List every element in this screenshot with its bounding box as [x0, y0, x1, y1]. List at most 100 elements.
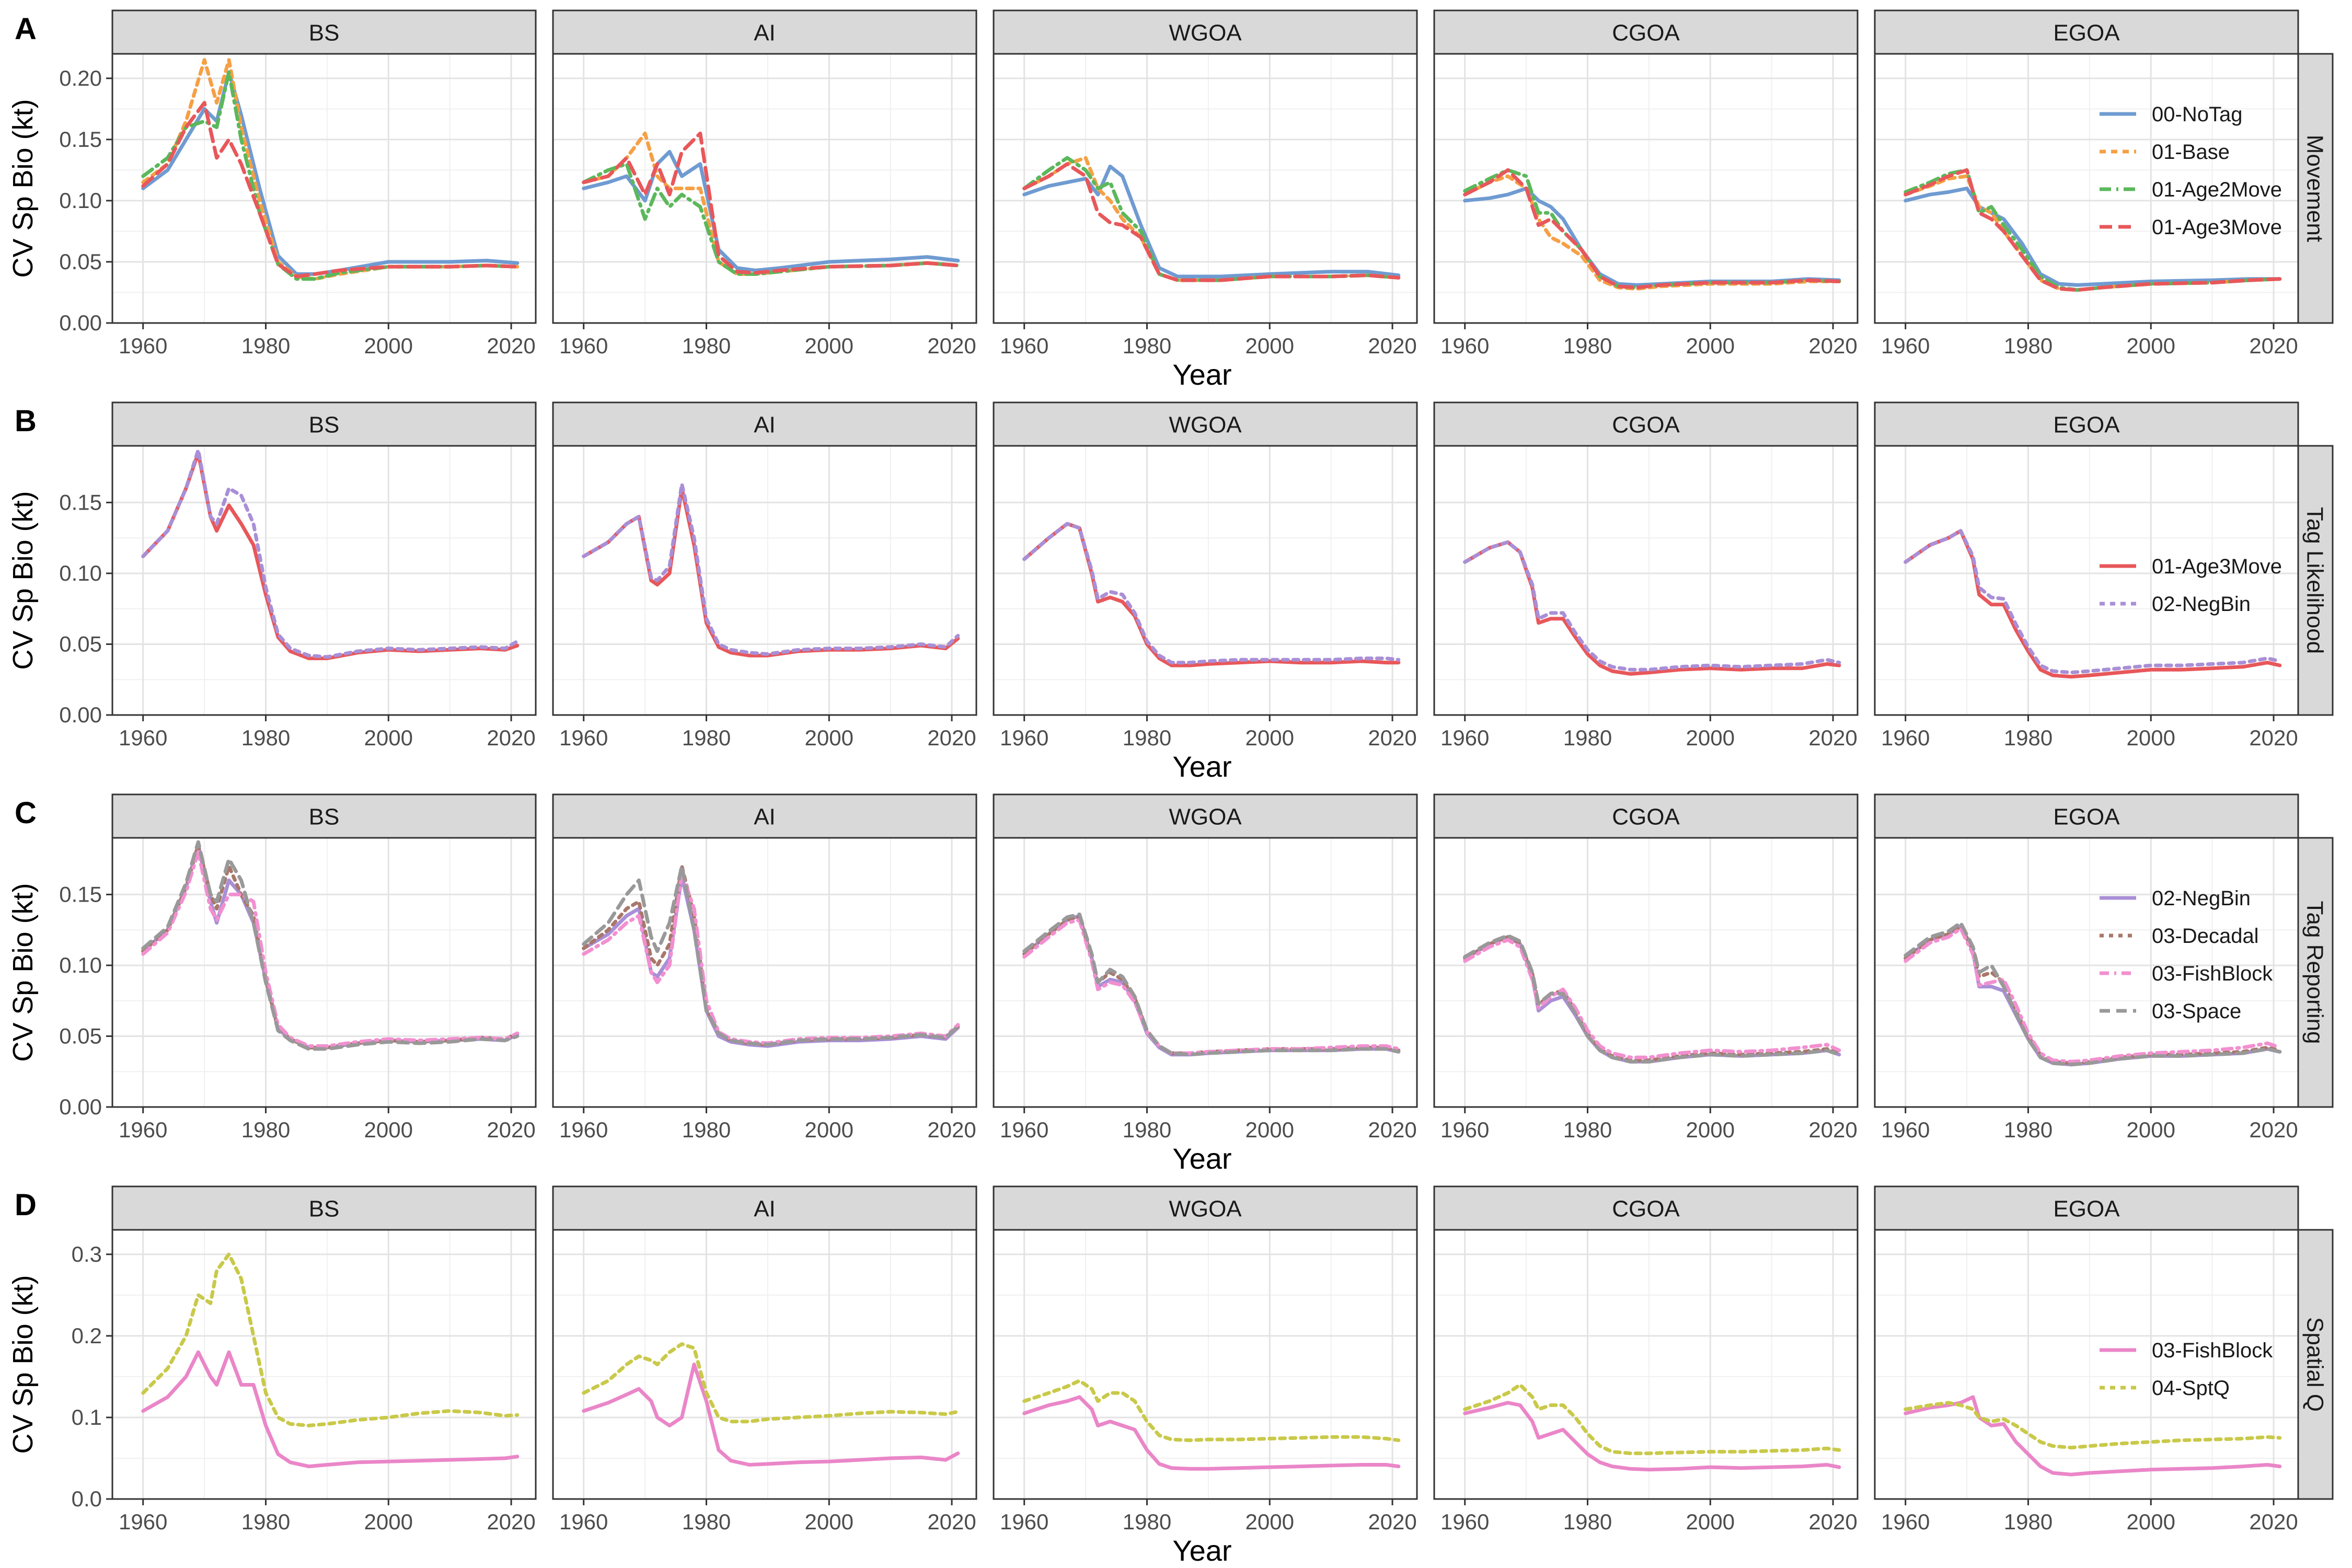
x-tick-label: 2000: [1246, 1509, 1294, 1534]
x-tick-label: 2020: [1368, 725, 1416, 750]
facet-strip-label: BS: [309, 1196, 340, 1222]
series-line-03-space: [582, 864, 960, 1047]
facet-ai: AI 1960 1980 2000 2020: [552, 1185, 977, 1534]
y-tick-label: 0.15: [59, 490, 102, 514]
legend-label: 03-Space: [2152, 1000, 2241, 1023]
legend-label: 04-SptQ: [2152, 1377, 2230, 1400]
facet-egoa: EGOA 1960 1980 2000 2020 01-Age3Move 02-NegBin: [1874, 401, 2299, 750]
x-tick-label: 1980: [2004, 333, 2053, 358]
facet-wgoa: WGOA 1960 1980 2000 2020: [993, 1185, 1418, 1534]
legend-label: 03-FishBlock: [2152, 1339, 2273, 1362]
y-tick-label: 0.05: [59, 249, 102, 274]
plot-border: [1433, 1229, 1859, 1500]
x-tick-label: 1980: [1563, 725, 1612, 750]
y-tick-label: 0.15: [59, 882, 102, 906]
x-tick-label: 2000: [1686, 1117, 1735, 1142]
facet-strip: [552, 401, 977, 447]
plot-background: [1434, 446, 1858, 715]
plot-border: [111, 53, 537, 324]
facet-strip-label: AI: [754, 412, 776, 438]
x-tick-label: 2020: [1368, 333, 1416, 358]
facet-strip: [993, 1185, 1418, 1231]
series-line-04-sptq: [1904, 1401, 2282, 1450]
plot-background: [994, 446, 1417, 715]
x-tick-label: 1980: [682, 725, 731, 750]
y-tick-label: 0.10: [59, 561, 102, 585]
series-line-03-fishblock: [1463, 1401, 1841, 1472]
legend: 03-FishBlock 04-SptQ: [2100, 1339, 2273, 1400]
facet-strip-label: BS: [309, 412, 340, 438]
panel-b: B CV Sp Bio (kt) BS 1960 1980 2000 2020 0.00 0.0…: [7, 401, 2334, 783]
x-tick-label: 1960: [559, 725, 608, 750]
series-line-03-fishblock: [1904, 1395, 2282, 1477]
plot-border: [993, 445, 1418, 716]
row-strip: [2297, 445, 2334, 716]
series-line-04-sptq: [1022, 1379, 1401, 1443]
series-line-01-age2move: [141, 70, 520, 281]
facet-wgoa: WGOA 1960 1980 2000 2020: [993, 401, 1418, 750]
x-tick-label: 1960: [1881, 1509, 1930, 1534]
facet-egoa: EGOA 1960 1980 2000 2020 03-FishBlock 04-SptQ: [1874, 1185, 2299, 1534]
x-tick-label: 1980: [682, 1117, 731, 1142]
facet-strip-label: EGOA: [2053, 804, 2120, 830]
x-tick-label: 2020: [927, 1509, 976, 1534]
series-line-03-fishblock: [1022, 1395, 1401, 1471]
row-strip-label: Spatial Q: [2302, 1317, 2328, 1412]
facet-strip-label: CGOA: [1612, 20, 1680, 46]
x-tick-label: 1980: [1563, 333, 1612, 358]
legend-label: 01-Age3Move: [2152, 216, 2282, 239]
plot-background: [1875, 1230, 2298, 1499]
x-tick-label: 1980: [1563, 1509, 1612, 1534]
plot-background: [553, 446, 976, 715]
facet-bs: BS 1960 1980 2000 2020 0.0 0.1 0.2 0.3: [72, 1185, 537, 1534]
x-tick-label: 1980: [1563, 1117, 1612, 1142]
x-tick-label: 1980: [1123, 1509, 1171, 1534]
facet-strip: [552, 9, 977, 55]
plot-background: [553, 838, 976, 1107]
series-line-03-space: [1904, 921, 2282, 1067]
series-line-03-fishblock: [141, 1350, 520, 1469]
legend-label: 02-NegBin: [2152, 887, 2251, 910]
facet-strip-label: BS: [309, 804, 340, 830]
y-axis-title: CV Sp Bio (kt): [7, 1275, 39, 1454]
plot-border: [111, 445, 537, 716]
x-tick-label: 2000: [2127, 333, 2175, 358]
series-line-03-space: [141, 840, 520, 1051]
x-tick-label: 2000: [805, 1509, 854, 1534]
x-tick-label: 2020: [927, 725, 976, 750]
x-tick-label: 2020: [1368, 1509, 1416, 1534]
facet-strip: [1433, 9, 1859, 55]
legend-label: 01-Base: [2152, 141, 2230, 164]
x-tick-label: 1980: [2004, 1509, 2053, 1534]
x-tick-label: 2020: [487, 1117, 535, 1142]
panel-c: C CV Sp Bio (kt) BS 1960 1980 2000 2020 0.00 0.0…: [7, 793, 2334, 1175]
x-tick-label: 2000: [2127, 1509, 2175, 1534]
legend: 00-NoTag 01-Base 01-Age2Move 01-Age3Move: [2100, 103, 2282, 239]
facet-bs: BS 1960 1980 2000 2020 0.00 0.05 0.10 0.15: [59, 401, 537, 750]
facet-strip-label: EGOA: [2053, 1196, 2120, 1222]
x-tick-label: 1980: [241, 725, 290, 750]
plot-border: [993, 53, 1418, 324]
facet-cgoa: CGOA 1960 1980 2000 2020: [1433, 401, 1859, 750]
x-tick-label: 2020: [1808, 725, 1857, 750]
x-tick-label: 2000: [1246, 333, 1294, 358]
x-tick-label: 2000: [805, 1117, 854, 1142]
x-tick-label: 1960: [119, 725, 167, 750]
series-line-03-space: [1022, 912, 1401, 1057]
plot-border: [111, 1229, 537, 1500]
facet-strip: [552, 793, 977, 839]
x-tick-label: 1960: [119, 1117, 167, 1142]
x-tick-label: 1980: [241, 333, 290, 358]
x-tick-label: 2000: [364, 1509, 413, 1534]
x-tick-label: 2000: [2127, 725, 2175, 750]
panel-label: D: [15, 1188, 37, 1222]
y-tick-label: 0.20: [59, 66, 102, 90]
facet-strip: [552, 1185, 977, 1231]
x-tick-label: 1960: [1000, 1117, 1048, 1142]
plot-border: [552, 53, 977, 324]
plot-background: [112, 1230, 536, 1499]
x-tick-label: 1960: [1881, 333, 1930, 358]
series-line-01-age3move: [1022, 162, 1401, 282]
